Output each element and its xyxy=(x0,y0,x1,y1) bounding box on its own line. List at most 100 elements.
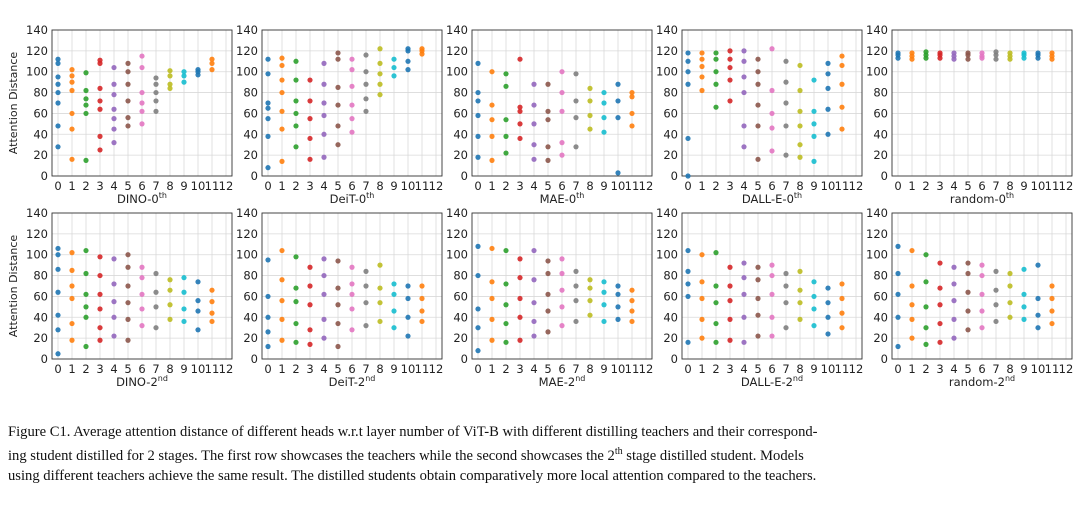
data-point xyxy=(55,245,61,252)
data-point xyxy=(699,335,705,341)
data-point xyxy=(475,272,481,279)
data-point xyxy=(1007,283,1013,289)
data-point xyxy=(965,56,971,62)
data-point xyxy=(951,335,957,341)
data-point xyxy=(475,89,481,96)
plot-frame xyxy=(261,29,443,177)
data-point xyxy=(265,116,271,122)
data-point xyxy=(545,270,551,277)
x-tick-label: 5 xyxy=(334,179,341,193)
data-point xyxy=(321,154,327,160)
data-point xyxy=(825,331,831,337)
x-tick-label: 8 xyxy=(376,179,383,193)
data-point xyxy=(727,56,733,62)
data-point xyxy=(293,77,299,83)
x-tick-label: 1 xyxy=(68,179,75,193)
data-point xyxy=(615,170,621,176)
x-tick-label: 11 xyxy=(625,179,640,193)
data-point xyxy=(307,156,313,162)
data-point xyxy=(307,116,313,122)
data-point xyxy=(713,69,719,75)
data-point xyxy=(69,267,75,273)
data-point xyxy=(335,142,341,148)
data-point xyxy=(727,316,733,322)
data-point xyxy=(839,310,845,316)
data-point xyxy=(713,283,719,289)
x-tick-label: 6 xyxy=(558,362,565,376)
data-point xyxy=(489,157,495,163)
x-tick-label: 8 xyxy=(376,362,383,376)
data-point xyxy=(69,283,75,289)
data-point xyxy=(797,62,803,69)
data-point xyxy=(1035,312,1041,318)
x-tick-label: 10 xyxy=(1031,362,1046,376)
data-point xyxy=(727,98,733,104)
y-tick-label: 20 xyxy=(663,331,678,345)
subplot-title: random-2nd xyxy=(949,374,1015,389)
data-point xyxy=(559,287,565,293)
subplot-title: DINO-2nd xyxy=(116,374,168,389)
y-tick-label: 0 xyxy=(251,169,258,183)
data-point xyxy=(979,308,985,314)
data-point xyxy=(965,308,971,314)
data-point xyxy=(321,60,327,66)
data-point xyxy=(937,320,943,327)
x-tick-label: 6 xyxy=(978,179,985,193)
y-tick-label: 20 xyxy=(663,148,678,162)
data-point xyxy=(55,100,61,106)
x-tick-label: 1 xyxy=(698,179,705,193)
x-tick-label: 9 xyxy=(1020,179,1027,193)
data-point xyxy=(209,56,215,62)
data-point xyxy=(741,291,747,297)
plot-frame xyxy=(681,212,863,360)
x-tick-label: 5 xyxy=(964,362,971,376)
y-tick-label: 120 xyxy=(656,227,678,241)
data-point xyxy=(279,126,285,132)
data-point xyxy=(265,293,271,300)
data-point xyxy=(377,318,383,325)
y-tick-label: 140 xyxy=(26,206,48,220)
x-tick-label: 0 xyxy=(474,179,481,193)
y-tick-label: 0 xyxy=(251,352,258,366)
data-point xyxy=(55,144,61,150)
data-point xyxy=(293,110,299,117)
subplot-title: DALL-E-0th xyxy=(742,191,802,206)
x-tick-label: 7 xyxy=(362,179,369,193)
data-point xyxy=(111,116,117,122)
data-point xyxy=(209,299,215,305)
y-tick-label: 80 xyxy=(453,269,468,283)
data-point xyxy=(97,85,103,91)
data-point xyxy=(279,77,285,83)
data-point xyxy=(587,98,593,104)
x-tick-label: 0 xyxy=(54,179,61,193)
y-tick-label: 40 xyxy=(33,127,48,141)
data-point xyxy=(181,69,187,75)
data-point xyxy=(615,283,621,289)
data-point xyxy=(629,110,635,117)
data-point xyxy=(321,335,327,341)
x-tick-label: 1 xyxy=(488,179,495,193)
x-tick-label: 10 xyxy=(191,179,206,193)
data-point xyxy=(167,73,173,79)
y-tick-label: 140 xyxy=(236,206,258,220)
data-point xyxy=(279,62,285,69)
data-point xyxy=(755,81,761,87)
data-point xyxy=(349,67,355,73)
x-tick-label: 8 xyxy=(586,362,593,376)
x-tick-label: 11 xyxy=(415,362,430,376)
data-point xyxy=(1035,325,1041,331)
y-tick-label: 60 xyxy=(873,289,888,303)
x-tick-label: 5 xyxy=(124,179,131,193)
y-tick-label: 20 xyxy=(453,148,468,162)
data-point xyxy=(335,56,341,62)
data-point xyxy=(125,252,131,258)
y-tick-label: 100 xyxy=(656,65,678,79)
data-point xyxy=(335,84,341,90)
data-point xyxy=(335,302,341,308)
data-point xyxy=(489,133,495,139)
data-point xyxy=(279,316,285,322)
data-point xyxy=(559,89,565,96)
data-point xyxy=(811,306,817,312)
data-point xyxy=(545,144,551,150)
